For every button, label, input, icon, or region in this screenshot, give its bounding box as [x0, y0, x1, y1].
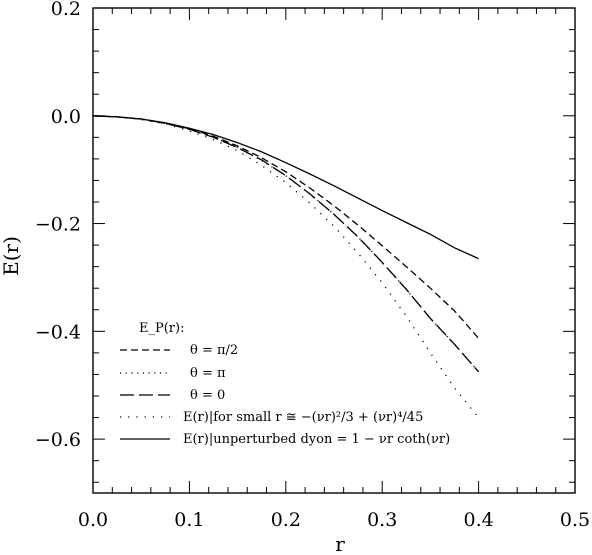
y-tick-label: −0.6 [35, 429, 81, 451]
legend-label-2: θ = π [190, 366, 226, 381]
y-tick-label: 0.2 [51, 0, 81, 20]
x-tick-label: 0.0 [78, 509, 108, 531]
legend-title: E_P(r): [139, 321, 184, 336]
x-tick-label: 0.1 [174, 509, 204, 531]
series-line-4 [92, 115, 480, 419]
series-line-1 [92, 115, 480, 339]
y-tick-label: −0.2 [35, 214, 81, 236]
x-tick-label: 0.5 [560, 509, 590, 531]
y-axis-title: E(r) [0, 236, 23, 276]
legend-label-5: E(r)|unperturbed dyon = 1 − νr coth(νr) [183, 432, 450, 447]
y-tick-label: −0.4 [35, 321, 81, 343]
x-tick-label: 0.4 [463, 509, 493, 531]
legend-label-1: θ = π/2 [190, 343, 238, 358]
axis-ticks [92, 7, 576, 493]
series-line-5 [92, 115, 479, 260]
plot-frame [92, 7, 576, 494]
y-tick-label: 0.0 [51, 106, 81, 128]
series-group [92, 115, 480, 419]
legend-label-4: E(r)|for small r ≅ −(νr)²/3 + (νr)⁴/45 [183, 410, 423, 425]
x-tick-label: 0.3 [367, 509, 397, 531]
legend-label-3: θ = 0 [190, 388, 225, 403]
x-tick-label: 0.2 [271, 509, 301, 531]
x-axis-title: r [335, 532, 345, 555]
axis-tick-labels: 0.0 0.1 0.2 0.3 0.4 0.5 0.2 0.0 −0.2 −0.4 −0.6 [35, 0, 590, 531]
legend: E_P(r): θ = π/2 θ = π θ = 0 E(r)|for small r… [120, 321, 450, 447]
